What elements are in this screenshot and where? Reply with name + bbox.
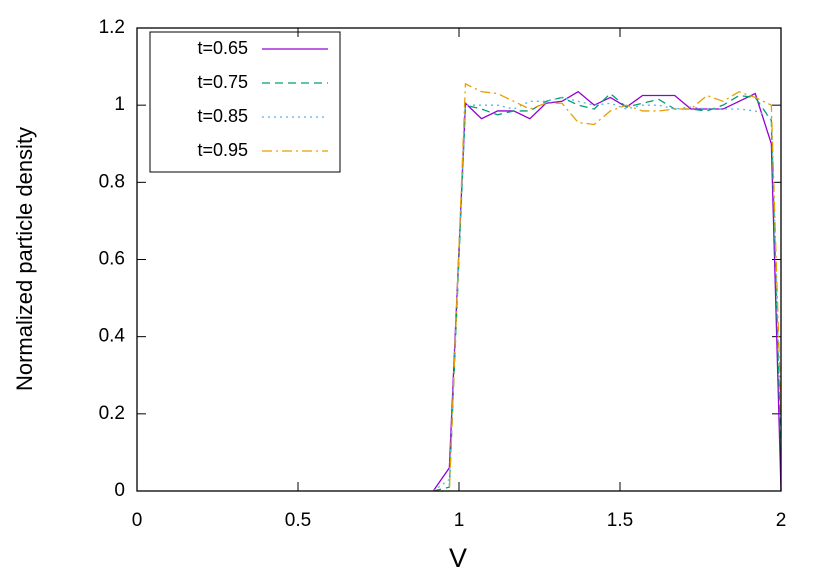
x-tick-label: 2 [776,510,787,531]
plot-frame [136,27,782,492]
y-tick-label: 0.8 [99,171,125,192]
y-tick-label: 0.4 [99,326,126,347]
x-tick-label: 1 [454,510,465,531]
y-tick-label: 0.2 [99,403,125,424]
legend-label: t=0.65 [197,38,248,58]
y-tick-label: 1 [114,94,125,115]
x-axis-label: V [449,543,467,573]
data-line [433,82,782,492]
x-tick-label: 0 [132,510,143,531]
y-tick-label: 1.2 [99,17,125,38]
x-tick-label: 0.5 [285,510,311,531]
legend-label: t=0.75 [197,72,248,92]
x-tick-label: 1.5 [607,510,633,531]
y-tick-label: 0.6 [99,249,125,270]
y-tick-label: 0 [114,480,125,501]
data-line [433,92,782,492]
legend-label: t=0.85 [197,106,248,126]
data-line [432,90,782,492]
legend-box [149,31,341,173]
legend-label: t=0.95 [197,140,248,160]
y-axis-label: Normalized particle density [12,127,37,391]
data-line [432,96,782,492]
